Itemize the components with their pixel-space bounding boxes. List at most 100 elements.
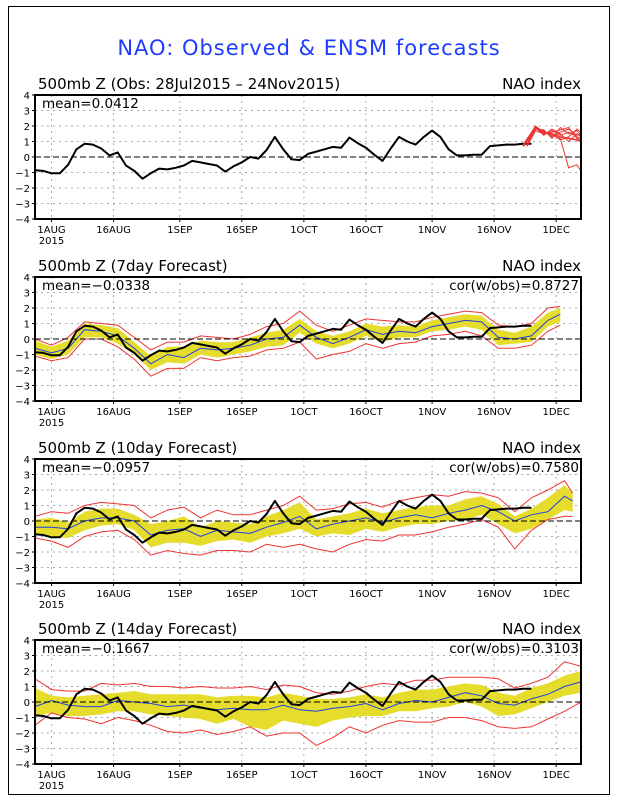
panel-index-label: NAO index bbox=[502, 620, 581, 638]
y-tick-label: −2 bbox=[15, 729, 30, 740]
x-tick-label: 16SEP bbox=[226, 589, 257, 600]
x-tick-label: 1SEP bbox=[167, 770, 192, 781]
x-tick-label: 16AUG bbox=[96, 407, 131, 418]
x-tick-label: 16SEP bbox=[226, 407, 257, 418]
x-tick-label: 16OCT bbox=[349, 770, 384, 781]
panel-title: 500mb Z (14day Forecast) bbox=[38, 620, 237, 638]
mean-annotation: mean=0.0412 bbox=[42, 96, 139, 112]
x-tick-label: 1NOV bbox=[418, 589, 447, 600]
y-tick-label: −1 bbox=[15, 714, 30, 725]
y-tick-label: −1 bbox=[15, 533, 30, 544]
x-tick-label: 1DEC bbox=[542, 589, 569, 600]
x-tick-label: 1AUG bbox=[37, 407, 65, 418]
y-tick-label: 2 bbox=[24, 304, 30, 315]
x-tick-label: 1AUG bbox=[37, 770, 65, 781]
ensemble-spread-fill bbox=[35, 308, 561, 370]
ensemble-max-line bbox=[35, 661, 581, 695]
y-tick-label: −3 bbox=[15, 564, 30, 575]
figure-border bbox=[8, 6, 610, 795]
y-tick-label: −2 bbox=[15, 366, 30, 377]
panel-2: 500mb Z (7day Forecast) NAO index 4 3 2 1 0 −1 −… bbox=[15, 257, 582, 429]
y-tick-label: 1 bbox=[24, 138, 30, 149]
y-tick-label: −4 bbox=[15, 760, 30, 771]
x-tick-label: 1OCT bbox=[290, 770, 318, 781]
y-tick-label: 3 bbox=[24, 471, 30, 482]
x-tick-label: 16AUG bbox=[96, 225, 131, 236]
y-tick-label: 4 bbox=[24, 91, 30, 102]
x-tick-label: 1DEC bbox=[542, 770, 569, 781]
y-tick-label: −3 bbox=[15, 382, 30, 393]
y-tick-label: −3 bbox=[15, 745, 30, 756]
y-tick-label: 2 bbox=[24, 486, 30, 497]
correlation-annotation: cor(w/obs)=0.8727 bbox=[449, 278, 579, 294]
x-tick-label: 1SEP bbox=[167, 589, 192, 600]
x-tick-label: 16OCT bbox=[349, 589, 384, 600]
x-tick-label: 16AUG bbox=[96, 770, 131, 781]
y-tick-label: −1 bbox=[15, 169, 30, 180]
ensemble-min-line bbox=[35, 701, 581, 746]
y-tick-label: 3 bbox=[24, 107, 30, 118]
y-tick-label: 0 bbox=[24, 698, 30, 709]
mean-annotation: mean=−0.0957 bbox=[42, 460, 150, 476]
panel-index-label: NAO index bbox=[502, 75, 581, 93]
y-tick-label: 0 bbox=[24, 335, 30, 346]
x-tick-label: 16OCT bbox=[349, 225, 384, 236]
ensemble-max-line bbox=[35, 305, 561, 351]
observed-nao-line bbox=[35, 311, 532, 362]
y-tick-label: 0 bbox=[24, 153, 30, 164]
correlation-annotation: cor(w/obs)=0.3103 bbox=[449, 641, 579, 657]
x-tick-label: 1AUG bbox=[37, 225, 65, 236]
panel-title: 500mb Z (Obs: 28Jul2015 – 24Nov2015) bbox=[38, 75, 340, 93]
x-tick-label: 1NOV bbox=[418, 225, 447, 236]
panel-index-label: NAO index bbox=[502, 257, 581, 275]
figure-title: NAO: Observed & ENSM forecasts bbox=[117, 36, 501, 60]
ensemble-mean-line bbox=[35, 313, 561, 365]
x-tick-label: 1SEP bbox=[167, 225, 192, 236]
x-tick-label: 16NOV bbox=[477, 225, 512, 236]
y-tick-label: 1 bbox=[24, 683, 30, 694]
plot-area bbox=[35, 661, 581, 746]
x-tick-label: 16AUG bbox=[96, 589, 131, 600]
x-tick-label: 1OCT bbox=[290, 407, 318, 418]
ensemble-mean-line bbox=[35, 495, 573, 538]
x-tick-label: 16NOV bbox=[477, 770, 512, 781]
ensemble-spread-fill bbox=[35, 671, 581, 730]
x-tick-label: 16NOV bbox=[477, 407, 512, 418]
plot-area bbox=[35, 305, 561, 377]
y-tick-label: −2 bbox=[15, 548, 30, 559]
x-tick-sublabel: 2015 bbox=[39, 236, 64, 247]
y-tick-label: 1 bbox=[24, 320, 30, 331]
x-tick-label: 1NOV bbox=[418, 407, 447, 418]
x-tick-label: 16NOV bbox=[477, 589, 512, 600]
panel-title: 500mb Z (10day Forecast) bbox=[38, 439, 237, 457]
ensemble-member-line bbox=[526, 125, 581, 146]
x-tick-label: 1NOV bbox=[418, 770, 447, 781]
panel-index-label: NAO index bbox=[502, 439, 581, 457]
panel-1: 500mb Z (Obs: 28Jul2015 – 24Nov2015) NAO … bbox=[15, 75, 582, 247]
y-tick-label: 3 bbox=[24, 289, 30, 300]
y-tick-label: 2 bbox=[24, 667, 30, 678]
y-tick-label: −4 bbox=[15, 579, 30, 590]
x-tick-sublabel: 2015 bbox=[39, 600, 64, 611]
mean-annotation: mean=−0.1667 bbox=[42, 641, 150, 657]
y-tick-label: 3 bbox=[24, 652, 30, 663]
y-tick-label: 2 bbox=[24, 122, 30, 133]
plot-area bbox=[35, 480, 574, 556]
x-tick-label: 1DEC bbox=[542, 225, 569, 236]
y-tick-label: 0 bbox=[24, 517, 30, 528]
y-tick-label: 4 bbox=[24, 273, 30, 284]
x-tick-sublabel: 2015 bbox=[39, 781, 64, 792]
x-tick-label: 16OCT bbox=[349, 407, 384, 418]
y-tick-label: −4 bbox=[15, 397, 30, 408]
correlation-annotation: cor(w/obs)=0.7580 bbox=[449, 460, 579, 476]
x-tick-label: 16SEP bbox=[226, 770, 257, 781]
observed-nao-line bbox=[35, 674, 532, 725]
y-tick-label: −3 bbox=[15, 200, 30, 211]
panel-4: 500mb Z (14day Forecast) NAO index 4 3 2 1 0 −1… bbox=[15, 620, 582, 792]
observed-nao-line bbox=[35, 129, 532, 180]
plot-area bbox=[35, 125, 581, 180]
ensemble-start-segment bbox=[522, 126, 537, 147]
y-tick-label: 4 bbox=[24, 636, 30, 647]
ensemble-member-line bbox=[526, 127, 581, 172]
observed-nao-line bbox=[35, 493, 532, 544]
